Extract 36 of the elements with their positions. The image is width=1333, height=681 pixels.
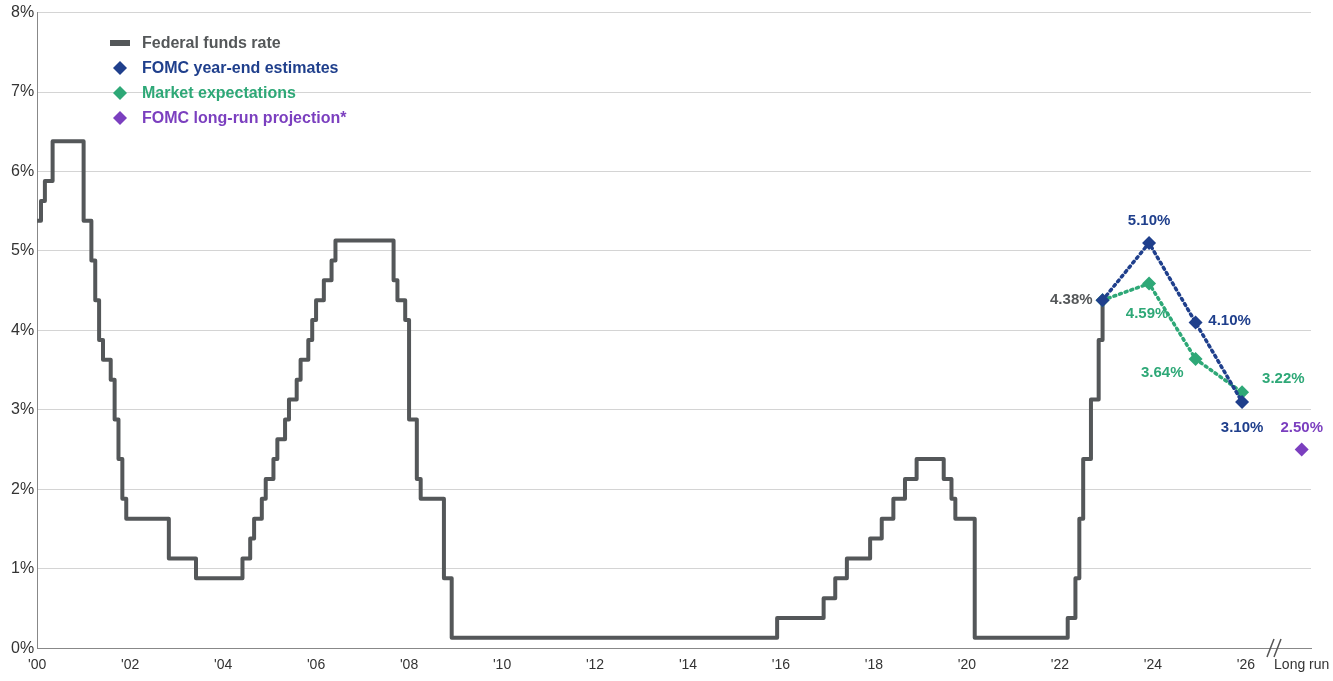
y-tick-label: 7%	[11, 82, 35, 100]
x-tick-label: '02	[120, 656, 140, 673]
x-tick-label: '08	[399, 656, 419, 673]
x-tick-label: '14	[678, 656, 698, 673]
y-tick-label: 1%	[11, 559, 35, 577]
x-tick-label: '16	[771, 656, 791, 673]
x-tick-label: '22	[1050, 656, 1070, 673]
legend-label: FOMC year-end estimates	[142, 58, 339, 77]
data-label: 4.10%	[1208, 310, 1251, 328]
x-tick-label: '18	[864, 656, 884, 673]
y-tick-label: 3%	[11, 400, 35, 418]
data-label: 4.59%	[1125, 303, 1169, 321]
data-label: 5.10%	[1127, 211, 1171, 229]
data-label: 3.64%	[1141, 363, 1184, 381]
legend-label: Market expectations	[142, 83, 296, 102]
data-label: 3.22%	[1262, 368, 1305, 386]
y-tick-label: 4%	[11, 320, 35, 338]
x-tick-label: Long run	[1274, 656, 1330, 673]
x-tick-label: '24	[1143, 656, 1163, 673]
x-tick-label: '12	[585, 656, 605, 673]
x-tick-label: '10	[492, 656, 512, 673]
x-tick-label: '20	[957, 656, 977, 673]
x-tick-label: '00	[28, 656, 47, 673]
y-tick-label: 8%	[11, 3, 35, 21]
data-label: 4.38%	[1050, 290, 1093, 308]
legend-label: FOMC long-run projection*	[142, 108, 347, 127]
x-tick-label: '04	[213, 656, 233, 673]
y-tick-label: 2%	[11, 479, 35, 497]
x-tick-label: '26	[1236, 656, 1256, 673]
data-label: 3.10%	[1220, 418, 1264, 436]
y-tick-label: 5%	[11, 241, 35, 259]
y-tick-label: 6%	[11, 161, 35, 179]
y-tick-label: 0%	[11, 638, 35, 656]
legend-label: Federal funds rate	[142, 33, 281, 52]
data-label: 2.50%	[1280, 417, 1323, 435]
x-tick-label: '06	[306, 656, 326, 673]
